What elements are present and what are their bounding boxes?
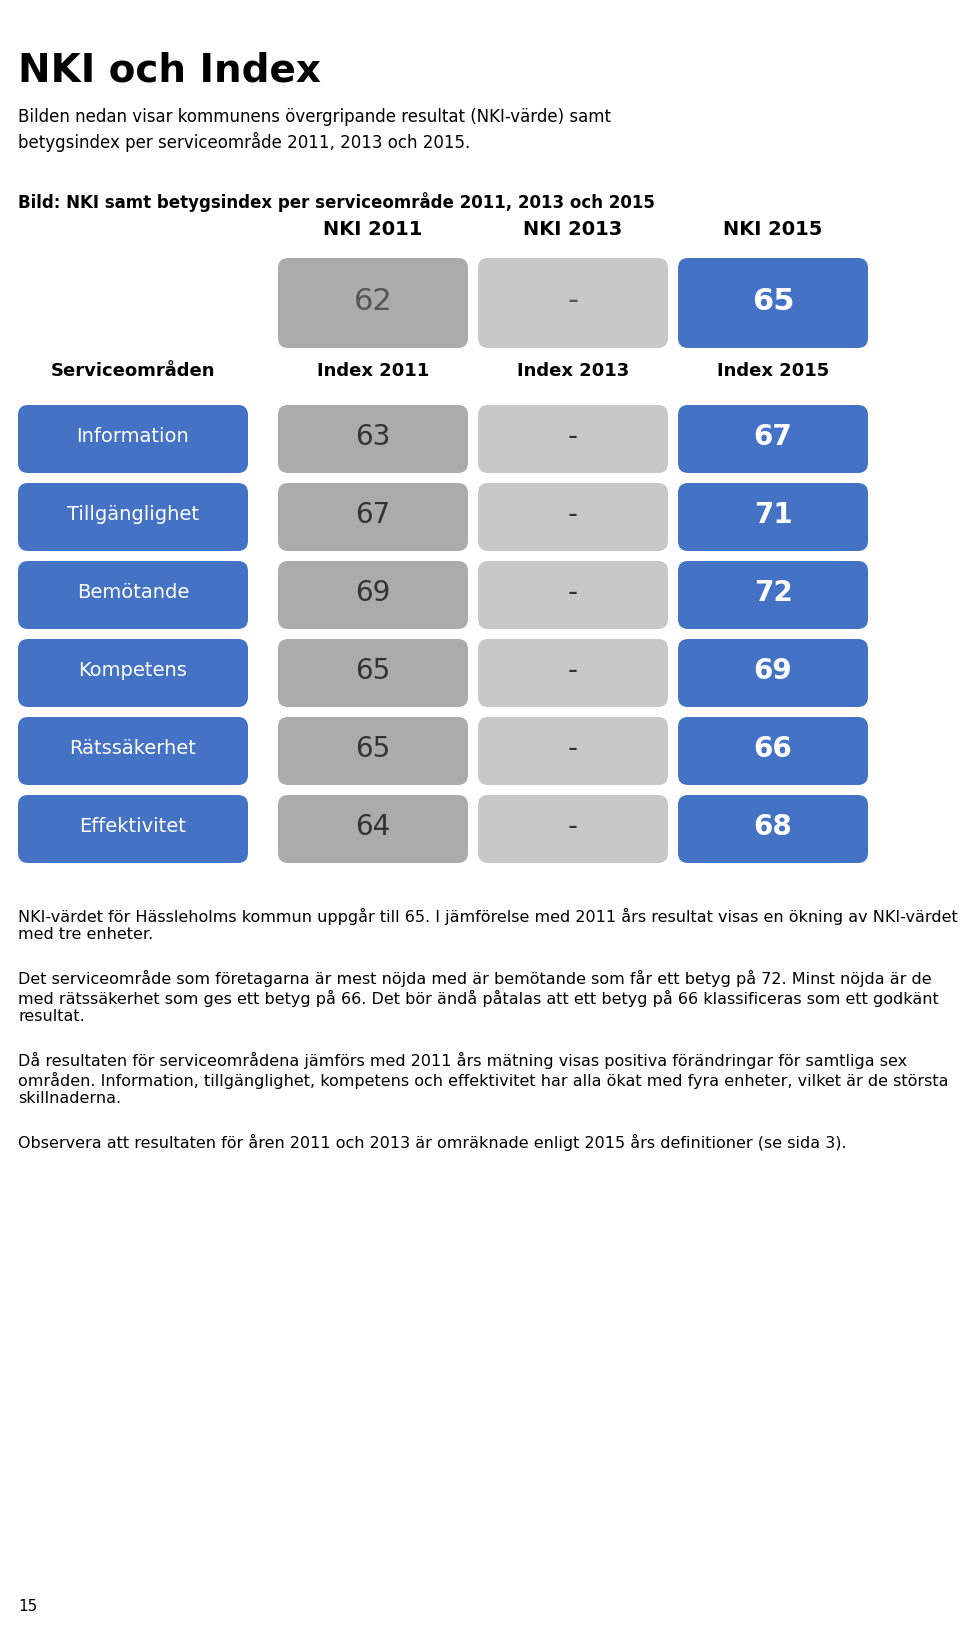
Text: 69: 69 xyxy=(355,579,391,607)
Text: 67: 67 xyxy=(355,501,391,528)
FancyBboxPatch shape xyxy=(678,258,868,348)
Text: Det serviceområde som företagarna är mest nöjda med är bemötande som får ett bet: Det serviceområde som företagarna är mes… xyxy=(18,970,939,1024)
FancyBboxPatch shape xyxy=(18,795,248,864)
FancyBboxPatch shape xyxy=(678,795,868,864)
Text: Rätssäkerhet: Rätssäkerhet xyxy=(69,739,197,759)
FancyBboxPatch shape xyxy=(278,717,468,785)
Text: NKI-värdet för Hässleholms kommun uppgår till 65. I jämförelse med 2011 års resu: NKI-värdet för Hässleholms kommun uppgår… xyxy=(18,908,958,942)
FancyBboxPatch shape xyxy=(278,640,468,707)
Text: Tillgänglighet: Tillgänglighet xyxy=(67,506,199,525)
Text: -: - xyxy=(567,286,579,316)
Text: 15: 15 xyxy=(18,1598,37,1615)
Text: -: - xyxy=(568,501,578,528)
Text: 67: 67 xyxy=(754,424,792,452)
Text: 72: 72 xyxy=(754,579,792,607)
FancyBboxPatch shape xyxy=(478,483,668,551)
Text: Information: Information xyxy=(77,427,189,447)
FancyBboxPatch shape xyxy=(278,406,468,473)
Text: NKI och Index: NKI och Index xyxy=(18,52,321,90)
Text: 65: 65 xyxy=(355,658,391,685)
FancyBboxPatch shape xyxy=(18,640,248,707)
Text: Bemötande: Bemötande xyxy=(77,584,189,602)
FancyBboxPatch shape xyxy=(478,640,668,707)
Text: Serviceområden: Serviceområden xyxy=(51,362,215,380)
FancyBboxPatch shape xyxy=(278,258,468,348)
Text: 62: 62 xyxy=(353,286,393,316)
FancyBboxPatch shape xyxy=(678,561,868,628)
FancyBboxPatch shape xyxy=(18,406,248,473)
FancyBboxPatch shape xyxy=(18,717,248,785)
FancyBboxPatch shape xyxy=(478,258,668,348)
FancyBboxPatch shape xyxy=(18,561,248,628)
Text: -: - xyxy=(568,424,578,452)
Text: Effektivitet: Effektivitet xyxy=(80,818,186,836)
Text: 63: 63 xyxy=(355,424,391,452)
Text: -: - xyxy=(568,658,578,685)
Text: 69: 69 xyxy=(754,658,792,685)
Text: 66: 66 xyxy=(754,735,792,762)
FancyBboxPatch shape xyxy=(478,561,668,628)
Text: Kompetens: Kompetens xyxy=(79,661,187,681)
Text: Bilden nedan visar kommunens övergripande resultat (NKI-värde) samt: Bilden nedan visar kommunens övergripand… xyxy=(18,108,611,126)
FancyBboxPatch shape xyxy=(478,717,668,785)
Text: Index 2013: Index 2013 xyxy=(516,362,629,380)
Text: 65: 65 xyxy=(752,286,794,316)
Text: -: - xyxy=(568,813,578,841)
FancyBboxPatch shape xyxy=(678,406,868,473)
Text: 65: 65 xyxy=(355,735,391,762)
Text: NKI 2011: NKI 2011 xyxy=(324,219,422,239)
FancyBboxPatch shape xyxy=(18,483,248,551)
FancyBboxPatch shape xyxy=(278,561,468,628)
Text: Index 2015: Index 2015 xyxy=(717,362,829,380)
FancyBboxPatch shape xyxy=(678,640,868,707)
Text: betygsindex per serviceområde 2011, 2013 och 2015.: betygsindex per serviceområde 2011, 2013… xyxy=(18,133,470,152)
FancyBboxPatch shape xyxy=(678,717,868,785)
Text: Observera att resultaten för åren 2011 och 2013 är omräknade enligt 2015 års def: Observera att resultaten för åren 2011 o… xyxy=(18,1134,847,1152)
Text: NKI 2013: NKI 2013 xyxy=(523,219,623,239)
FancyBboxPatch shape xyxy=(278,795,468,864)
FancyBboxPatch shape xyxy=(478,795,668,864)
Text: Index 2011: Index 2011 xyxy=(317,362,429,380)
Text: NKI 2015: NKI 2015 xyxy=(723,219,823,239)
Text: 68: 68 xyxy=(754,813,792,841)
Text: Då resultaten för serviceområdena jämförs med 2011 års mätning visas positiva fö: Då resultaten för serviceområdena jämför… xyxy=(18,1052,948,1106)
FancyBboxPatch shape xyxy=(678,483,868,551)
FancyBboxPatch shape xyxy=(478,406,668,473)
Text: 64: 64 xyxy=(355,813,391,841)
Text: -: - xyxy=(568,735,578,762)
Text: Bild: NKI samt betygsindex per serviceområde 2011, 2013 och 2015: Bild: NKI samt betygsindex per serviceom… xyxy=(18,191,655,213)
Text: -: - xyxy=(568,579,578,607)
Text: 71: 71 xyxy=(754,501,792,528)
FancyBboxPatch shape xyxy=(278,483,468,551)
